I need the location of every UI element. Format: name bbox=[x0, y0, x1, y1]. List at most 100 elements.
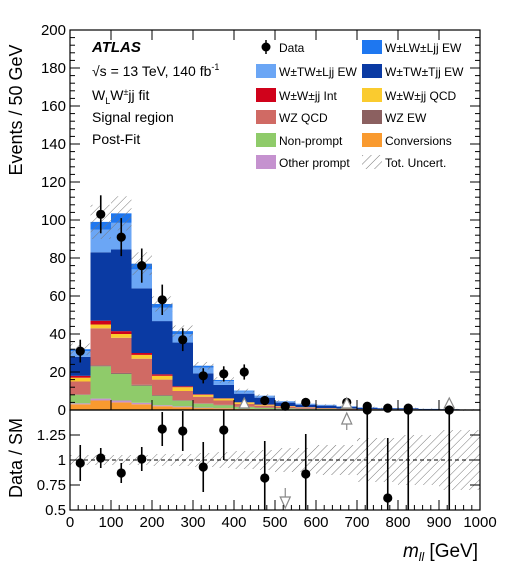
x-tick-label-10: 1000 bbox=[463, 514, 496, 531]
uncertainty-band-2 bbox=[111, 196, 132, 231]
bar-int-5 bbox=[172, 386, 193, 388]
bar-nonprompt-6 bbox=[193, 403, 214, 408]
x-tick-label-4: 400 bbox=[221, 514, 246, 531]
bar-other-5 bbox=[172, 406, 193, 408]
x-tick-label-1: 100 bbox=[98, 514, 123, 531]
bar-qcd-2 bbox=[111, 334, 132, 338]
legend-label-wzew: WZ EW bbox=[385, 111, 427, 125]
ratio-arrow-down-0 bbox=[279, 496, 292, 510]
y-tick-label-top-8: 160 bbox=[41, 98, 66, 115]
x-tick-label-0: 0 bbox=[66, 514, 74, 531]
x-tick-label-8: 800 bbox=[385, 514, 410, 531]
energy-label: √s = 13 TeV, 140 fb-1 bbox=[92, 62, 219, 79]
bar-int-0 bbox=[70, 375, 91, 378]
legend-swatch-wzqcd bbox=[256, 110, 276, 124]
bar-qcd-3 bbox=[131, 354, 152, 359]
data-point-5 bbox=[178, 335, 188, 345]
legend-swatch-conv bbox=[362, 133, 382, 147]
bar-int-4 bbox=[152, 374, 173, 376]
bar-wzqcd-9 bbox=[254, 405, 275, 408]
bar-wzqcd-3 bbox=[131, 358, 152, 385]
data-point-4 bbox=[157, 295, 167, 305]
ratio-point-5 bbox=[178, 426, 188, 436]
legend-label-other: Other prompt bbox=[279, 156, 350, 170]
bar-ttEW-4 bbox=[152, 321, 173, 375]
bar-nonprompt-4 bbox=[152, 395, 173, 406]
bar-ttEW-2 bbox=[111, 249, 132, 332]
bar-ttEW-7 bbox=[213, 384, 234, 399]
bar-wzqcd-5 bbox=[172, 391, 193, 401]
legend-label-wzqcd: WZ QCD bbox=[279, 111, 328, 125]
bar-int-6 bbox=[193, 394, 214, 395]
legend-label-qcd: W±W±jj QCD bbox=[385, 89, 456, 103]
y-tick-label-top-10: 200 bbox=[41, 22, 66, 39]
bar-ttEW-0 bbox=[70, 356, 91, 376]
fit-main: W bbox=[92, 87, 106, 103]
bar-conv-4 bbox=[152, 406, 173, 410]
bar-qcd-4 bbox=[152, 375, 173, 380]
ratio-point-9 bbox=[301, 469, 311, 479]
bar-wzew-5 bbox=[172, 400, 193, 401]
data-point-6 bbox=[198, 371, 208, 381]
bar-conv-5 bbox=[172, 407, 193, 410]
bar-nonprompt-1 bbox=[90, 366, 111, 399]
bar-ttEW-6 bbox=[193, 373, 214, 395]
ratio-point-8 bbox=[260, 473, 270, 483]
y-axis-title-bottom: Data / SM bbox=[6, 418, 26, 498]
fit-label: WLW±jj fit bbox=[92, 87, 150, 106]
bar-nonprompt-11 bbox=[295, 408, 316, 410]
x-axis-title: mll [GeV] bbox=[403, 541, 478, 564]
bar-nonprompt-7 bbox=[213, 405, 234, 409]
uncertainty-band-9 bbox=[254, 394, 275, 398]
bar-qcd-0 bbox=[70, 377, 91, 382]
bar-tlEW-8 bbox=[234, 391, 255, 394]
ratio-point-2 bbox=[116, 468, 126, 478]
uncertainty-band-6 bbox=[193, 361, 214, 370]
y-tick-label-top-2: 40 bbox=[49, 326, 66, 343]
y-axis-title-top: Events / 50 GeV bbox=[6, 44, 26, 175]
ratio-band-10 bbox=[275, 448, 296, 472]
fit-sub: L bbox=[105, 96, 110, 106]
legend-label-ttEW: W±TW±Tjj EW bbox=[385, 65, 464, 79]
x-axis-title-sub: ll bbox=[419, 550, 425, 564]
annotation-block: ATLAS √s = 13 TeV, 140 fb-1 WLW±jj fit S… bbox=[91, 39, 219, 147]
x-tick-label-6: 600 bbox=[303, 514, 328, 531]
bar-wzqcd-6 bbox=[193, 396, 214, 404]
legend-marker-data bbox=[261, 42, 271, 52]
x-axis-title-unit: [GeV] bbox=[424, 541, 478, 562]
ratio-point-3 bbox=[137, 454, 147, 464]
fit-tail: jj fit bbox=[127, 87, 149, 103]
fit-rest: W bbox=[110, 87, 124, 103]
y-tick-label-top-9: 180 bbox=[41, 60, 66, 77]
legend: Data W±LW±Ljj EW W±TW±Ljj EW W±TW±Tjj EW W±W… bbox=[256, 40, 464, 170]
bar-qcd-6 bbox=[193, 394, 214, 397]
data-point-1 bbox=[96, 209, 106, 219]
bar-qcd-5 bbox=[172, 387, 193, 391]
bar-ttEW-1 bbox=[90, 252, 111, 321]
legend-swatch-wzew bbox=[362, 110, 382, 124]
y-tick-label-bottom-3: 1.25 bbox=[37, 427, 66, 444]
bar-wzew-1 bbox=[90, 365, 111, 367]
bar-other-4 bbox=[152, 405, 173, 407]
legend-swatch-nonprompt bbox=[256, 133, 276, 147]
bar-qcd-7 bbox=[213, 398, 234, 401]
legend-swatch-int bbox=[256, 88, 276, 102]
x-tick-label-3: 300 bbox=[180, 514, 205, 531]
ratio-arrow-up-0 bbox=[340, 411, 353, 425]
y-tick-label-top-5: 100 bbox=[41, 212, 66, 229]
legend-label-tlEW: W±TW±Ljj EW bbox=[279, 65, 357, 79]
x-tick-label-9: 900 bbox=[426, 514, 451, 531]
legend-label-nonprompt: Non-prompt bbox=[279, 134, 343, 148]
bar-conv-6 bbox=[193, 408, 214, 410]
ratio-band-12 bbox=[316, 445, 337, 475]
bar-tlEW-7 bbox=[213, 381, 234, 385]
y-tick-label-top-7: 140 bbox=[41, 136, 66, 153]
legend-swatch-other bbox=[256, 155, 276, 169]
bar-nonprompt-5 bbox=[172, 400, 193, 407]
legend-swatch-qcd bbox=[362, 88, 382, 102]
bar-other-0 bbox=[70, 403, 91, 405]
x-tick-label-2: 200 bbox=[139, 514, 164, 531]
data-point-8 bbox=[239, 367, 249, 377]
bar-conv-7 bbox=[213, 408, 234, 410]
bar-other-6 bbox=[193, 407, 214, 409]
